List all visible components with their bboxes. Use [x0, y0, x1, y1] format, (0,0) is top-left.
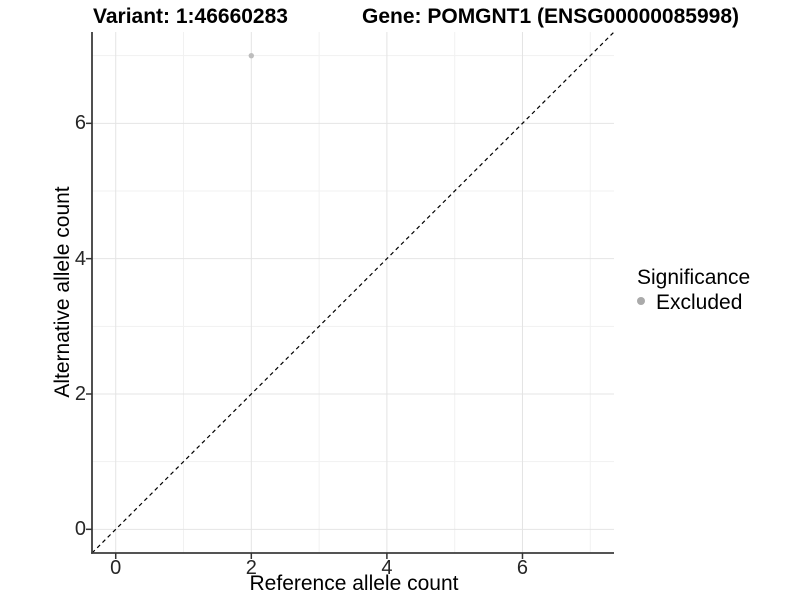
gene-title: Gene: POMGNT1 (ENSG00000085998) [362, 5, 739, 28]
x-tick-label: 6 [516, 557, 529, 579]
x-tick-label: 2 [245, 557, 257, 579]
x-tick-label: 4 [381, 557, 393, 579]
y-axis-title: Alternative allele count [51, 186, 74, 398]
x-axis-title: Reference allele count [249, 572, 459, 595]
y-tick-label: 4 [74, 247, 86, 270]
identity-line [91, 31, 615, 554]
variant-title: Variant: 1:46660283 [93, 5, 288, 28]
legend-item-excluded: Excluded [656, 291, 743, 314]
y-tick-label: 6 [74, 112, 86, 135]
x-tick-label: 0 [110, 557, 122, 579]
y-tick-label: 0 [74, 518, 86, 541]
legend-excluded-dot-icon [637, 297, 645, 305]
y-tick-label: 2 [74, 382, 86, 405]
legend-title: Significance [637, 266, 751, 289]
data-point [248, 52, 255, 59]
